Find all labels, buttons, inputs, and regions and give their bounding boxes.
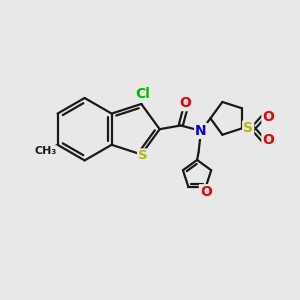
Text: Cl: Cl [135,87,150,101]
Text: O: O [200,185,212,199]
Text: O: O [179,96,191,110]
Text: O: O [262,133,274,147]
Text: S: S [243,122,253,136]
Text: N: N [195,124,207,138]
Text: CH₃: CH₃ [34,146,56,156]
Text: O: O [262,110,274,124]
Text: S: S [138,149,148,162]
